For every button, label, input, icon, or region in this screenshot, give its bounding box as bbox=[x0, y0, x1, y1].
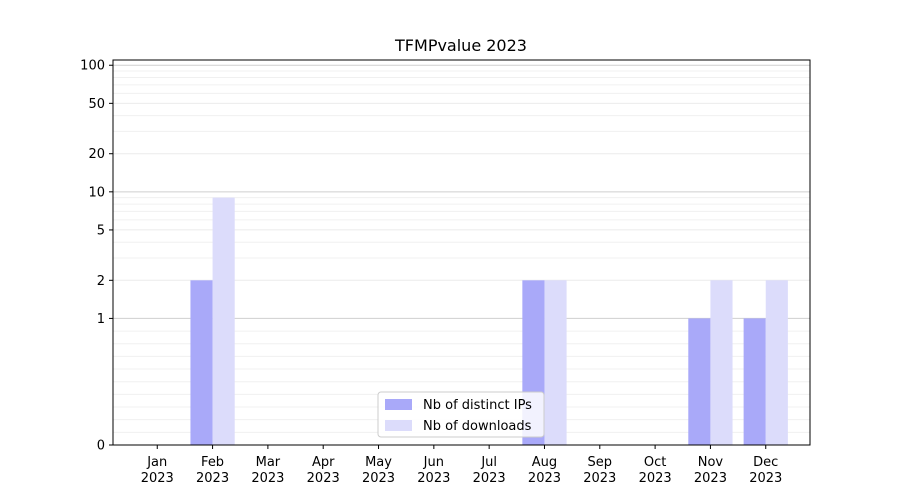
y-tick-label: 0 bbox=[97, 439, 105, 454]
bar-nb-of-distinct-ips bbox=[688, 318, 711, 445]
x-tick-label-year: 2023 bbox=[362, 471, 395, 486]
x-tick-label-year: 2023 bbox=[417, 471, 450, 486]
x-tick-label-year: 2023 bbox=[141, 471, 174, 486]
x-tick-label-year: 2023 bbox=[694, 471, 727, 486]
legend-label: Nb of downloads bbox=[423, 419, 532, 434]
x-tick-label-month: Jun bbox=[423, 455, 444, 470]
bars-layer bbox=[190, 197, 788, 445]
bar-nb-of-distinct-ips bbox=[190, 280, 213, 445]
axes-layer: 0125102050100Jan2023Feb2023Mar2023Apr202… bbox=[80, 59, 811, 486]
x-tick-label-month: Oct bbox=[644, 455, 666, 470]
x-tick-label-month: Apr bbox=[312, 455, 335, 470]
plot-frame bbox=[112, 59, 811, 446]
x-tick-label-month: Jul bbox=[480, 455, 497, 470]
bar-nb-of-downloads bbox=[765, 280, 788, 445]
x-tick-label-month: May bbox=[365, 455, 392, 470]
bar-nb-of-distinct-ips bbox=[743, 318, 766, 445]
x-tick-label-year: 2023 bbox=[473, 471, 506, 486]
bar-nb-of-downloads bbox=[544, 280, 567, 445]
legend-box bbox=[377, 391, 545, 438]
y-tick-label: 2 bbox=[97, 274, 105, 289]
y-tick-label: 10 bbox=[88, 185, 105, 200]
x-tick-label-year: 2023 bbox=[528, 471, 561, 486]
x-tick-label-month: Aug bbox=[532, 455, 557, 470]
bar-nb-of-downloads bbox=[710, 280, 733, 445]
x-tick-label-year: 2023 bbox=[749, 471, 782, 486]
x-tick-label-year: 2023 bbox=[639, 471, 672, 486]
legend-swatch bbox=[385, 399, 412, 410]
legend-swatch bbox=[385, 420, 412, 431]
y-tick-label: 50 bbox=[88, 97, 105, 112]
x-tick-label-month: Sep bbox=[588, 455, 613, 470]
x-tick-label-month: Feb bbox=[201, 455, 224, 470]
bar-nb-of-downloads bbox=[212, 197, 235, 445]
y-tick-label: 100 bbox=[80, 59, 105, 74]
y-tick-label: 1 bbox=[97, 312, 105, 327]
legend-label: Nb of distinct IPs bbox=[423, 398, 532, 413]
x-tick-label-year: 2023 bbox=[251, 471, 284, 486]
x-tick-label-month: Nov bbox=[698, 455, 724, 470]
x-tick-label-year: 2023 bbox=[307, 471, 340, 486]
x-tick-label-month: Mar bbox=[256, 455, 281, 470]
y-tick-label: 20 bbox=[88, 147, 105, 162]
x-tick-label-month: Dec bbox=[753, 455, 778, 470]
y-tick-label: 5 bbox=[97, 223, 105, 238]
x-tick-label-month: Jan bbox=[146, 455, 167, 470]
chart-title: TFMPvalue 2023 bbox=[394, 36, 527, 55]
x-tick-label-year: 2023 bbox=[583, 471, 616, 486]
x-tick-label-year: 2023 bbox=[196, 471, 229, 486]
legend: Nb of distinct IPs Nb of downloads bbox=[377, 391, 545, 438]
